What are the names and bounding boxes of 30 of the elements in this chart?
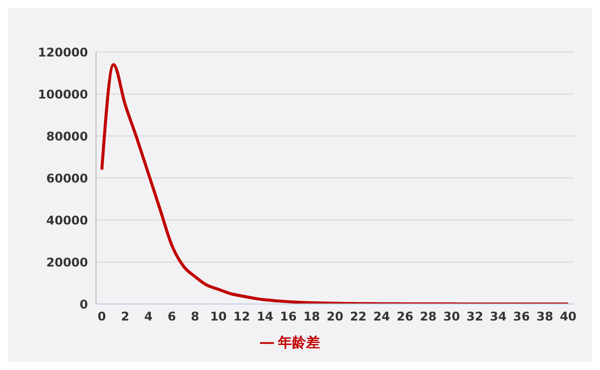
x-tick-label: 0	[98, 310, 106, 324]
x-tick-label: 24	[373, 310, 390, 324]
y-tick-label: 20000	[46, 255, 88, 270]
y-tick-label: 80000	[46, 129, 88, 144]
y-tick-label: 40000	[46, 213, 88, 228]
x-tick-label: 20	[326, 310, 344, 324]
x-tick-label: 30	[443, 310, 460, 324]
x-tick-label: 8	[190, 310, 200, 324]
x-tick-label: 2	[120, 310, 130, 324]
x-tick-label: 16	[280, 310, 297, 324]
y-tick-label: 60000	[46, 171, 88, 186]
x-tick-label: 10	[210, 310, 227, 324]
legend-label: 年龄差	[278, 335, 320, 351]
x-tick-label: 26	[396, 310, 414, 324]
x-tick-label: 32	[466, 310, 484, 324]
x-tick-label: 14	[256, 310, 274, 324]
x-tick-label: 18	[303, 310, 320, 324]
x-tick-label: 4	[144, 310, 153, 324]
x-tick-label: 6	[168, 310, 176, 324]
x-tick-label: 38	[536, 310, 554, 324]
x-tick-label: 12	[233, 310, 250, 324]
line-series	[100, 63, 570, 304]
x-tick-label: 36	[513, 310, 530, 324]
y-tick-label: 120000	[38, 45, 88, 60]
y-tick-label: 100000	[38, 87, 88, 102]
y-tick-label: 0	[80, 297, 88, 312]
x-tick-label: 34	[490, 310, 507, 324]
x-tick-label: 22	[350, 310, 367, 324]
x-tick-label: 28	[420, 310, 437, 324]
x-tick-label: 40	[560, 310, 577, 324]
